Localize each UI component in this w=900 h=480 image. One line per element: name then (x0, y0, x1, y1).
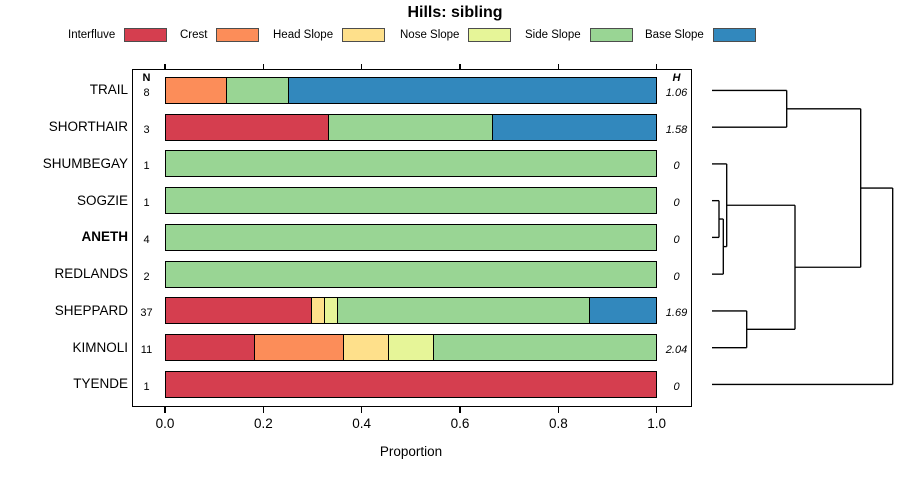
legend-item: Crest (180, 27, 260, 43)
bar-segment (166, 261, 656, 287)
axis-tick (262, 407, 265, 413)
n-value: 1 (143, 160, 150, 173)
axis-tick (557, 407, 560, 413)
axis-tick-top (655, 63, 658, 69)
axis-tick (459, 407, 461, 413)
legend-item: Interfluve (68, 27, 168, 43)
bar-segment (344, 335, 389, 361)
bar-segment (324, 298, 338, 324)
axis-tick-top (164, 63, 166, 69)
axis-tick-label: 0.0 (155, 416, 175, 431)
bar-segment (388, 335, 434, 361)
h-value: 1.58 (665, 123, 688, 136)
stacked-bar (165, 223, 657, 251)
axis-tick-label: 0.6 (450, 416, 470, 431)
axis-tick-label: 0.2 (253, 416, 273, 431)
legend-item: Base Slope (645, 27, 756, 43)
row-label: SHEPPARD (54, 302, 128, 318)
stacked-bar (165, 187, 657, 215)
row-label: REDLANDS (54, 266, 128, 282)
h-value: 0 (673, 197, 680, 210)
legend-swatch (468, 28, 512, 42)
legend-swatch (712, 28, 756, 42)
bar-segment (288, 77, 656, 103)
axis-tick-top (557, 63, 560, 69)
legend-swatch (589, 28, 633, 42)
axis-tick-label: 0.4 (352, 416, 372, 431)
x-axis-label: Proportion (379, 444, 443, 459)
axis-tick (164, 407, 166, 413)
bar-segment (166, 335, 256, 361)
axis-tick (655, 407, 658, 413)
bar-segment (227, 77, 289, 103)
legend-swatch (124, 28, 168, 42)
axis-tick-top (459, 63, 461, 69)
row-label: SOGZIE (76, 192, 128, 208)
axis-tick-top (262, 63, 265, 69)
legend-item: Side Slope (525, 27, 633, 43)
n-value: 3 (143, 123, 150, 136)
n-value: 4 (143, 233, 150, 246)
chart-title: Hills: sibling (407, 4, 503, 21)
stacked-bar (165, 76, 657, 104)
bar-segment (166, 151, 656, 177)
legend-item: Head Slope (273, 27, 386, 43)
bar-segment (589, 298, 656, 324)
legend-swatch (216, 28, 260, 42)
n-column-header: N (142, 72, 151, 84)
bar-segment (166, 77, 228, 103)
h-value: 0 (673, 233, 680, 246)
bar-segment (166, 188, 656, 214)
n-value: 11 (140, 344, 153, 357)
legend-item-label: Nose Slope (400, 29, 460, 41)
bar-segment (166, 114, 330, 140)
axis-tick-label: 0.8 (548, 416, 568, 431)
legend-swatch (342, 28, 386, 42)
bar-segment (311, 298, 325, 324)
row-label: ANETH (81, 229, 129, 245)
h-column-header: H (672, 72, 681, 84)
row-label: TYENDE (73, 376, 128, 392)
h-value: 1.06 (665, 86, 688, 99)
stacked-bar (165, 260, 657, 288)
n-value: 2 (143, 270, 150, 283)
legend-item-label: Head Slope (273, 29, 334, 41)
legend-item-label: Interfluve (68, 29, 116, 41)
plot-area (132, 69, 692, 407)
axis-tick-top (360, 63, 363, 69)
row-label: SHORTHAIR (48, 119, 128, 135)
row-label: SHUMBEGAY (42, 155, 128, 171)
bar-segment (433, 335, 656, 361)
legend-item-label: Base Slope (645, 29, 704, 41)
stacked-bar (165, 334, 657, 362)
row-label: TRAIL (89, 82, 128, 98)
stacked-bar (165, 113, 657, 141)
row-label: KIMNOLI (72, 339, 128, 355)
bar-segment (337, 298, 590, 324)
bar-segment (166, 371, 656, 397)
h-value: 0 (673, 270, 680, 283)
bar-segment (329, 114, 493, 140)
h-value: 0 (673, 380, 680, 393)
legend-item-label: Side Slope (525, 29, 581, 41)
stacked-bar (165, 150, 657, 178)
h-value: 0 (673, 160, 680, 173)
stacked-bar (165, 297, 657, 325)
bar-segment (255, 335, 345, 361)
stacked-bar (165, 370, 657, 398)
h-value: 1.69 (665, 307, 688, 320)
legend-item: Nose Slope (400, 27, 512, 43)
axis-tick (360, 407, 363, 413)
n-value: 37 (140, 307, 153, 320)
bar-segment (166, 224, 656, 250)
legend-item-label: Crest (180, 29, 208, 41)
bar-segment (492, 114, 656, 140)
n-value: 1 (143, 197, 150, 210)
bar-segment (166, 298, 312, 324)
n-value: 1 (143, 380, 150, 393)
h-value: 2.04 (665, 344, 688, 357)
n-value: 8 (143, 86, 150, 99)
axis-tick-label: 1.0 (647, 416, 667, 431)
